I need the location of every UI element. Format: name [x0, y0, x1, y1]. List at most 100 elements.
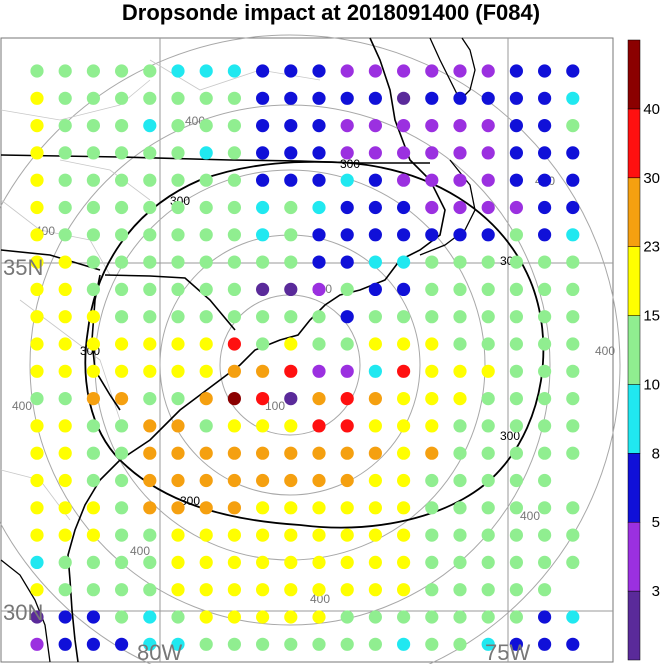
impact-dot	[199, 310, 213, 324]
impact-dot	[312, 501, 326, 515]
impact-dot	[86, 337, 100, 351]
impact-dot	[227, 501, 241, 515]
impact-dot	[340, 119, 354, 133]
impact-dot	[509, 337, 523, 351]
impact-dot	[256, 364, 270, 378]
impact-dot	[199, 583, 213, 597]
impact-dot	[312, 119, 326, 133]
impact-dot	[538, 282, 552, 296]
impact-dot	[284, 146, 298, 160]
impact-dot	[30, 583, 44, 597]
impact-dot	[566, 200, 580, 215]
impact-dot	[227, 528, 241, 542]
impact-dot	[86, 119, 100, 133]
impact-dot	[115, 64, 129, 78]
impact-dot	[397, 473, 411, 488]
impact-dot	[284, 637, 298, 651]
impact-dot	[30, 146, 44, 160]
impact-dot	[566, 337, 580, 351]
impact-dot	[509, 528, 523, 542]
impact-dot	[509, 473, 523, 488]
impact-dot	[199, 200, 213, 215]
impact-dot	[115, 364, 129, 378]
impact-dot	[58, 310, 72, 324]
impact-dot	[58, 173, 72, 187]
impact-dot	[509, 91, 523, 105]
impact-dot	[199, 282, 213, 296]
impact-dot	[453, 583, 467, 597]
impact-dot	[340, 91, 354, 105]
impact-dot	[256, 64, 270, 78]
impact-dot	[312, 419, 326, 433]
impact-dot	[368, 364, 382, 378]
impact-dot-grid	[30, 64, 580, 651]
impact-dot	[425, 528, 439, 542]
impact-dot	[481, 446, 495, 460]
impact-dot	[340, 173, 354, 187]
impact-dot	[368, 228, 382, 242]
impact-dot	[115, 610, 129, 624]
impact-dot	[115, 91, 129, 105]
impact-dot	[368, 64, 382, 78]
impact-dot	[171, 310, 185, 324]
impact-dot	[538, 91, 552, 105]
impact-dot	[58, 64, 72, 78]
impact-dot	[340, 637, 354, 651]
impact-dot	[509, 501, 523, 515]
impact-dot	[30, 419, 44, 433]
impact-dot	[143, 419, 157, 433]
impact-dot	[284, 419, 298, 433]
impact-dot	[86, 364, 100, 378]
impact-dot	[143, 228, 157, 242]
colorbar-tick-label: 8	[652, 445, 660, 462]
colorbar-swatch	[627, 39, 641, 110]
impact-dot	[256, 255, 270, 269]
lat-label-35n: 35N	[3, 255, 43, 280]
colorbar-swatch	[627, 453, 641, 523]
impact-dot	[481, 528, 495, 542]
impact-dot	[312, 255, 326, 269]
impact-dot	[538, 501, 552, 515]
impact-dot	[397, 419, 411, 433]
impact-dot	[115, 146, 129, 160]
impact-dot	[425, 446, 439, 460]
impact-dot	[227, 473, 241, 488]
impact-dot	[256, 583, 270, 597]
impact-dot	[171, 282, 185, 296]
impact-dot	[227, 446, 241, 460]
impact-dot	[340, 337, 354, 351]
impact-dot	[143, 337, 157, 351]
impact-dot	[481, 555, 495, 570]
impact-dot	[538, 119, 552, 133]
impact-dot	[538, 173, 552, 187]
impact-dot	[566, 501, 580, 515]
impact-dot	[199, 228, 213, 242]
impact-dot	[115, 392, 129, 406]
impact-dot	[312, 64, 326, 78]
impact-dot	[312, 364, 326, 378]
impact-dot	[425, 583, 439, 597]
impact-dot	[199, 91, 213, 105]
impact-dot	[340, 228, 354, 242]
impact-dot	[509, 610, 523, 624]
impact-dot	[509, 446, 523, 460]
impact-dot	[566, 364, 580, 378]
impact-dot	[312, 228, 326, 242]
impact-dot	[256, 119, 270, 133]
impact-dot	[199, 419, 213, 433]
impact-dot	[86, 583, 100, 597]
colorbar-swatch	[627, 246, 641, 316]
impact-dot	[171, 228, 185, 242]
impact-dot	[171, 419, 185, 433]
impact-dot	[199, 146, 213, 160]
impact-dot	[199, 610, 213, 624]
impact-dot	[143, 392, 157, 406]
impact-dot	[538, 446, 552, 460]
impact-dot	[312, 200, 326, 215]
impact-dot	[340, 583, 354, 597]
impact-dot	[340, 364, 354, 378]
range-circle-500	[0, 34, 621, 664]
impact-dot	[397, 637, 411, 651]
impact-dot	[284, 173, 298, 187]
impact-dot	[312, 337, 326, 351]
